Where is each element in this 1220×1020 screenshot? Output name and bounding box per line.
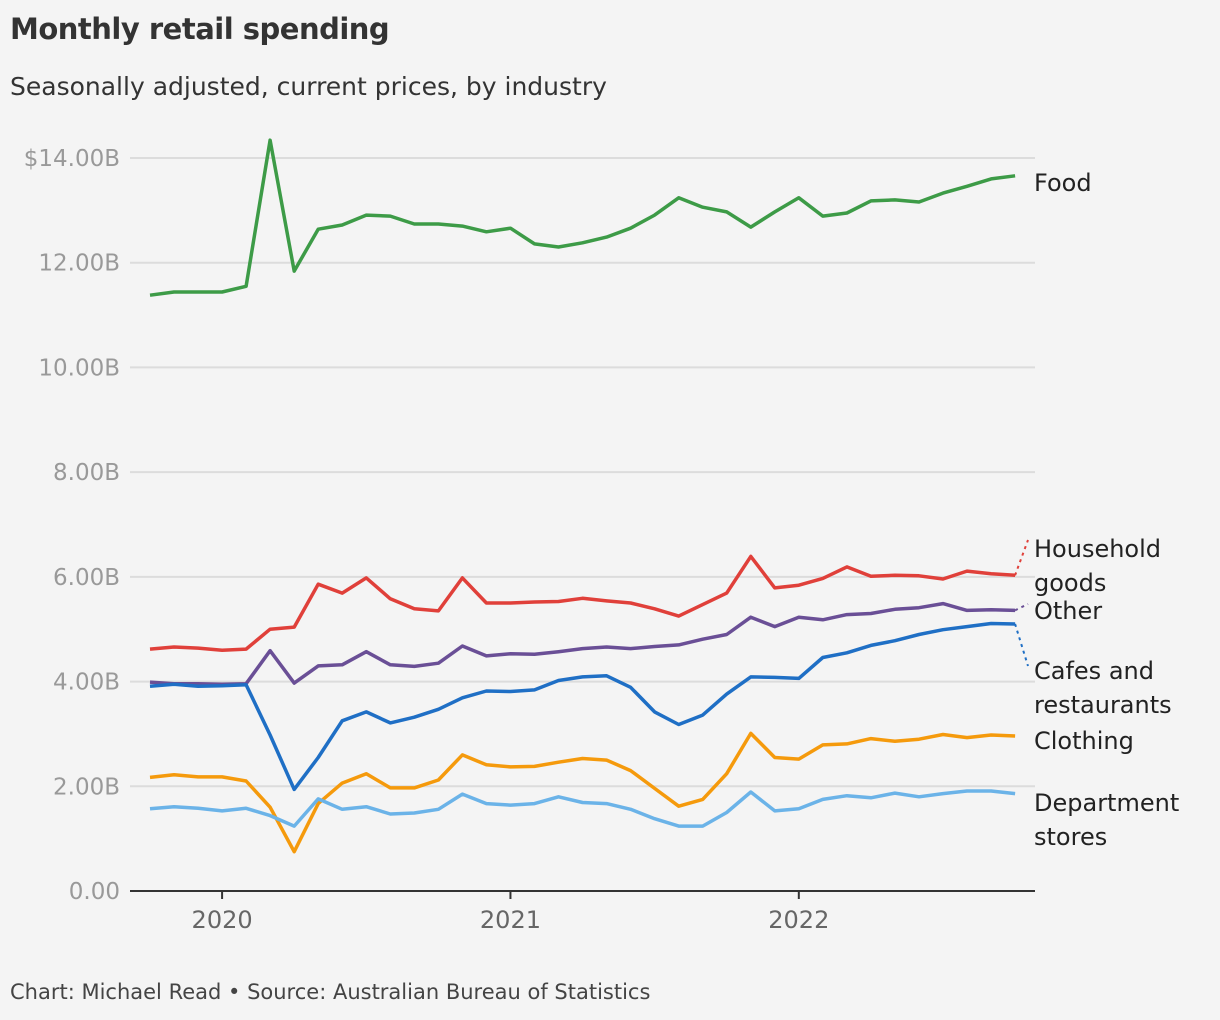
y-tick-label: 12.00B [38, 251, 120, 277]
y-tick-label: 10.00B [38, 355, 120, 381]
y-tick-label: 4.00B [53, 670, 120, 696]
series-label: Cafes and [1034, 657, 1154, 685]
series-label: stores [1034, 823, 1107, 851]
x-tick-label: 2021 [480, 906, 541, 934]
series-label: Other [1034, 597, 1102, 625]
chart-subtitle: Seasonally adjusted, current prices, by … [10, 72, 607, 101]
chart-title: Monthly retail spending [10, 12, 390, 46]
y-tick-label: 6.00B [53, 565, 120, 591]
x-tick-label: 2020 [192, 906, 253, 934]
label-connector [1014, 539, 1029, 576]
y-tick-label: $14.00B [24, 146, 120, 172]
chart-source-footer: Chart: Michael Read • Source: Australian… [10, 980, 651, 1004]
x-tick-label: 2022 [768, 906, 829, 934]
series-label: Household [1034, 535, 1161, 563]
series-label: Clothing [1034, 727, 1134, 755]
y-tick-label: 8.00B [53, 460, 120, 486]
y-tick-label: 2.00B [53, 774, 120, 800]
series-line-food [149, 138, 1016, 297]
series-label: restaurants [1034, 691, 1172, 719]
label-connector [1014, 623, 1029, 667]
series-line-household-goods [149, 554, 1016, 652]
series-label: Food [1034, 169, 1092, 197]
series-line-clothing [149, 731, 1016, 854]
y-tick-label: 0.00 [69, 879, 120, 905]
series-line-department-stores [149, 789, 1016, 828]
series-label: Department [1034, 789, 1179, 817]
label-connector [1014, 603, 1029, 612]
series-label: goods [1034, 569, 1106, 597]
